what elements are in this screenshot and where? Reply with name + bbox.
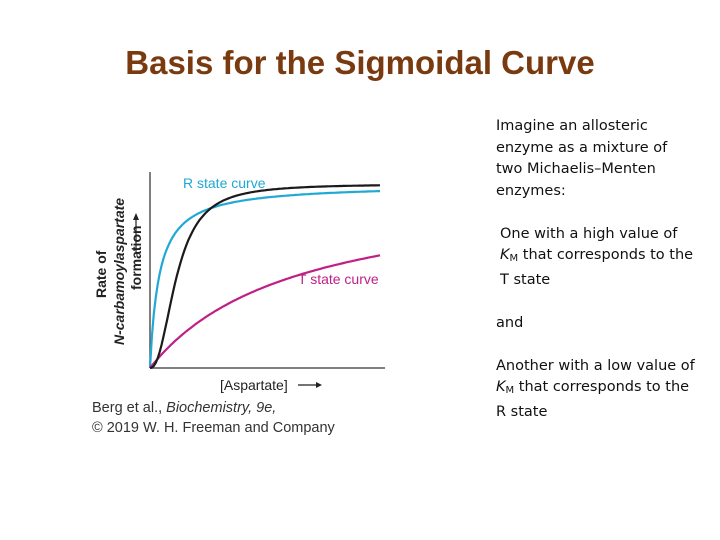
credit-line2: © 2019 W. H. Freeman and Company: [92, 420, 335, 436]
curves-group: [148, 184, 381, 370]
paragraph-r-state: Another with a low value of KM that corr…: [496, 356, 696, 424]
sigmoid-figure: R state curve T state curve [Aspartate] …: [80, 160, 400, 450]
credit-authors: Berg et al.,: [92, 400, 167, 416]
t-state-curve: [149, 254, 381, 369]
km-symbol: K: [496, 379, 506, 395]
paragraph-t-state: One with a high value of KM that corresp…: [496, 224, 696, 292]
credit-book: Biochemistry, 9e,: [166, 400, 277, 416]
x-axis-label: [Aspartate]: [220, 377, 288, 393]
x-axis-arrow: [298, 382, 322, 388]
t-state-suffix: that corresponds to the T state: [500, 247, 694, 288]
y-axis-label-line2: N-carbamoylaspartate: [111, 198, 127, 345]
km-symbol: K: [500, 247, 510, 263]
credit-line1: Berg et al., Biochemistry, 9e,: [92, 398, 335, 418]
explanation-text: Imagine an allosteric enzyme as a mixtur…: [496, 116, 696, 445]
km-subscript: M: [505, 385, 515, 396]
r-state-curve-label: R state curve: [183, 175, 266, 191]
r-state-suffix: that corresponds to the R state: [496, 379, 690, 420]
slide-title: Basis for the Sigmoidal Curve: [125, 44, 595, 81]
r-state-curve: [148, 190, 380, 369]
r-state-prefix: Another with a low value of: [496, 357, 695, 374]
t-state-curve-label: T state curve: [298, 271, 379, 287]
paragraph-intro: Imagine an allosteric enzyme as a mixtur…: [496, 118, 668, 199]
y-axis-label-line3: formation: [128, 225, 144, 290]
km-subscript: M: [509, 253, 519, 264]
rate-vs-aspartate-chart: R state curve T state curve [Aspartate] …: [93, 172, 385, 393]
y-axis-label-group: Rate of N-carbamoylaspartate formation: [93, 198, 144, 345]
y-axis-arrow: [133, 213, 139, 252]
overall-sigmoid-curve: [149, 184, 380, 370]
paragraph-and: and: [496, 314, 524, 331]
t-state-prefix: One with a high value of: [500, 225, 678, 242]
y-axis-label-line1: Rate of: [93, 250, 109, 298]
figure-credit: Berg et al., Biochemistry, 9e, © 2019 W.…: [92, 398, 335, 438]
